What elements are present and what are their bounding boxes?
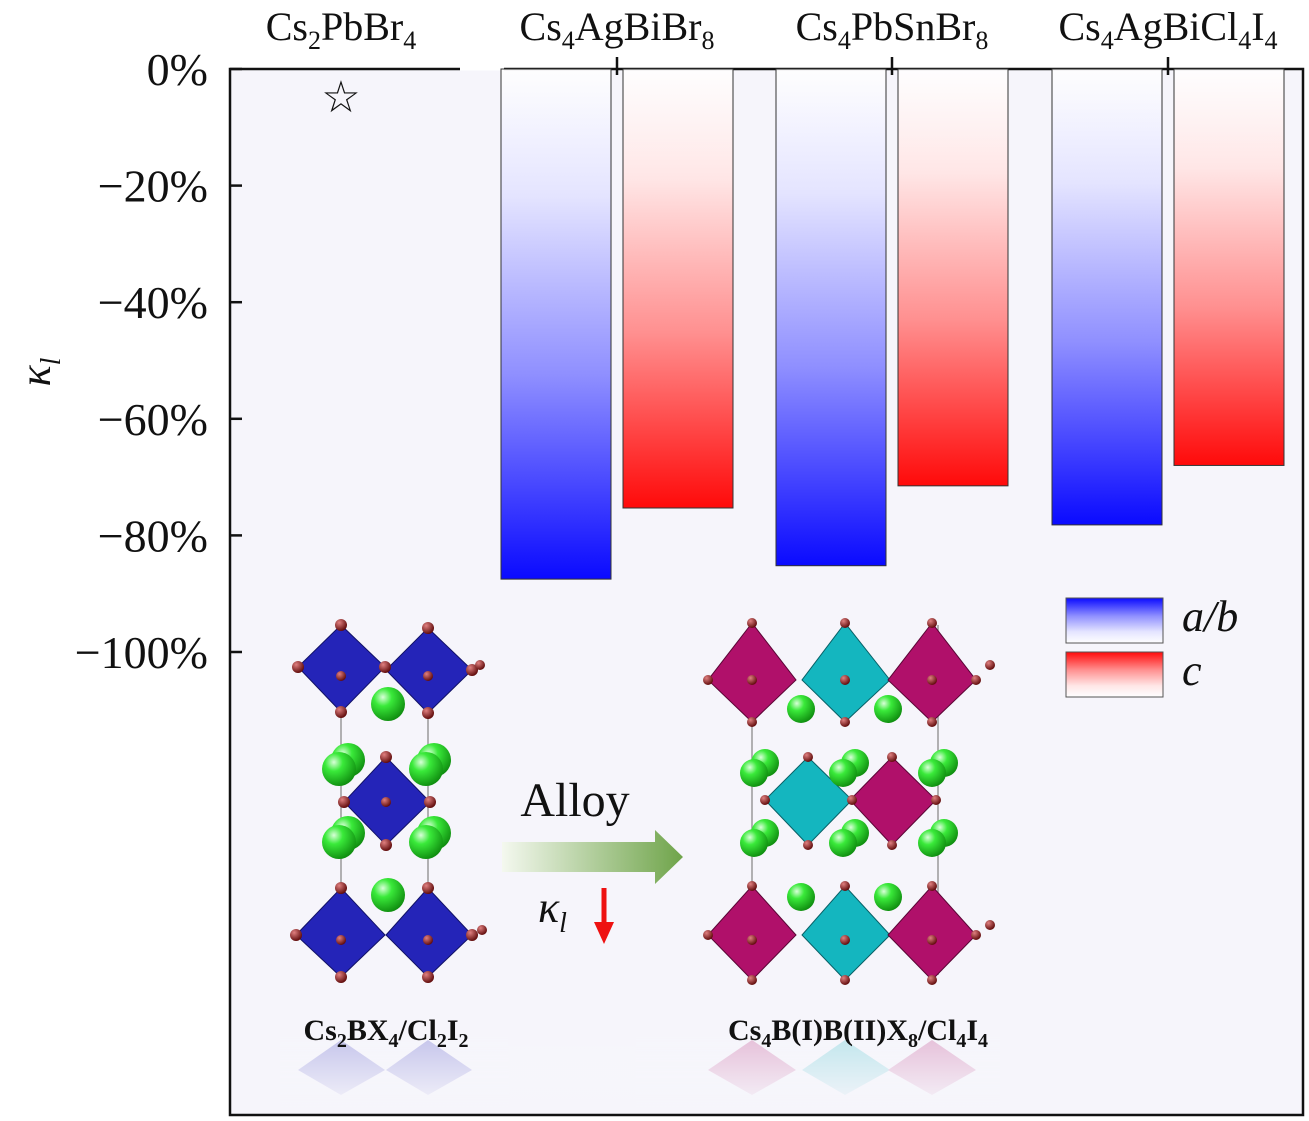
reference-star-icon: ☆ xyxy=(321,72,360,123)
y-tick-label: −100% xyxy=(75,627,208,678)
reflection xyxy=(280,1030,1000,1110)
bars xyxy=(500,68,1285,580)
cs-atoms xyxy=(740,695,958,911)
kappa-sub: l xyxy=(559,908,567,939)
alloy-arrow xyxy=(502,830,683,884)
legend: a/b c xyxy=(1065,592,1238,698)
structure-illustration: Alloy κl Cs2BX4/Cl2I2 Cs4B(I)B(II)X8/Cl4… xyxy=(280,618,1000,1110)
y-tick-label: −40% xyxy=(98,277,208,328)
halide-atoms xyxy=(703,618,995,985)
kappa-main: κ xyxy=(538,883,560,932)
bar-ab xyxy=(500,68,612,580)
bar-c xyxy=(897,68,1009,487)
cs-atoms xyxy=(322,687,451,912)
bar-c xyxy=(622,68,734,509)
right-formula: Cs4B(I)B(II)X8/Cl4I4 xyxy=(728,1014,988,1052)
bar-ab xyxy=(775,68,887,567)
halide-atoms xyxy=(290,619,487,983)
labels: 0% −20% −40% −60% −80% −100% κl Cs2PbBr4 Cs4AgBi… xyxy=(11,4,1278,678)
category-label: Cs2PbBr4 xyxy=(266,4,417,55)
category-label: Cs4AgBiBr8 xyxy=(520,4,715,55)
y-tick-label: −80% xyxy=(98,510,208,561)
left-structure xyxy=(290,619,487,983)
legend-label: a/b xyxy=(1182,592,1238,641)
bar-ab xyxy=(1051,68,1163,526)
bar-c xyxy=(1173,68,1285,466)
kappa-label: κl xyxy=(538,883,567,939)
right-structure xyxy=(703,618,995,985)
left-formula: Cs2BX4/Cl2I2 xyxy=(303,1014,468,1052)
legend-label: c xyxy=(1182,646,1202,695)
y-tick-label: −60% xyxy=(98,394,208,445)
y-tick-label: −20% xyxy=(98,161,208,212)
category-label: Cs4PbSnBr8 xyxy=(796,4,989,55)
plot-frame xyxy=(228,67,1305,1117)
alloy-label: Alloy xyxy=(520,774,629,827)
category-label: Cs4AgBiCl4I4 xyxy=(1058,4,1277,55)
down-arrow-head xyxy=(594,922,614,944)
legend-swatch xyxy=(1065,651,1164,698)
legend-swatch xyxy=(1065,597,1164,644)
y-axis-label: κl xyxy=(11,357,67,386)
y-tick-label: 0% xyxy=(147,44,208,95)
